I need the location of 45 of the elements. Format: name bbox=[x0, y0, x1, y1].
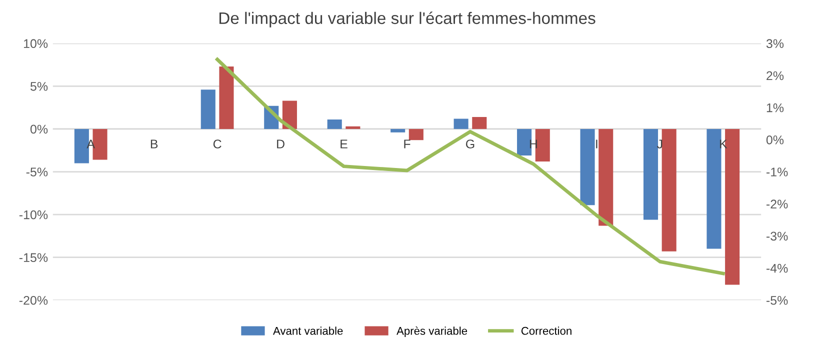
bar bbox=[472, 116, 487, 129]
y2-tick-label: -3% bbox=[766, 232, 788, 241]
bar bbox=[535, 128, 550, 162]
x-tick-label: C bbox=[213, 140, 222, 148]
y2-tick-label: -4% bbox=[766, 264, 788, 273]
x-tick-label: A bbox=[86, 140, 95, 148]
bar bbox=[517, 128, 532, 156]
y-tick-label: 0% bbox=[30, 124, 48, 134]
y2-tick-label: 3% bbox=[766, 39, 784, 48]
legend-label: Après variable bbox=[396, 326, 468, 337]
y2-tick-label: -5% bbox=[766, 296, 788, 305]
legend-label: Avant variable bbox=[273, 326, 343, 335]
x-tick-label: I bbox=[596, 140, 598, 148]
y-tick-label: -15% bbox=[19, 253, 48, 262]
bar bbox=[327, 120, 342, 129]
y-tick-label: -20% bbox=[19, 296, 48, 305]
line-series bbox=[216, 58, 725, 276]
x-tick-label: D bbox=[277, 140, 284, 148]
y2-tick-label: 0% bbox=[766, 135, 784, 144]
y2-tick-label: 2% bbox=[766, 71, 784, 80]
y-tick-label: 5% bbox=[30, 82, 48, 91]
bar bbox=[346, 126, 360, 129]
y2-tick-label: -1% bbox=[766, 168, 788, 176]
bar bbox=[643, 128, 658, 220]
bar bbox=[580, 128, 595, 206]
bar bbox=[598, 128, 614, 226]
chart-title: De l'impact du variable sur l'écart femmes-hommes bbox=[219, 12, 596, 28]
bar bbox=[390, 128, 406, 132]
bar bbox=[662, 128, 676, 252]
bar bbox=[408, 128, 424, 140]
x-tick-label: B bbox=[150, 140, 158, 148]
y2-tick-label: 1% bbox=[766, 103, 784, 112]
bar bbox=[219, 66, 234, 129]
x-tick-label: F bbox=[404, 140, 410, 148]
bar bbox=[706, 128, 722, 249]
y2-tick-label: -2% bbox=[766, 200, 788, 208]
bar bbox=[725, 128, 740, 285]
legend-label: Correction bbox=[521, 326, 572, 335]
bar bbox=[200, 90, 216, 129]
y-tick-label: -5% bbox=[26, 168, 48, 176]
x-tick-label: G bbox=[466, 140, 474, 148]
y-tick-label: -10% bbox=[19, 210, 48, 220]
y-tick-label: 10% bbox=[24, 39, 48, 48]
x-tick-label: E bbox=[340, 140, 348, 148]
bar bbox=[454, 118, 468, 129]
